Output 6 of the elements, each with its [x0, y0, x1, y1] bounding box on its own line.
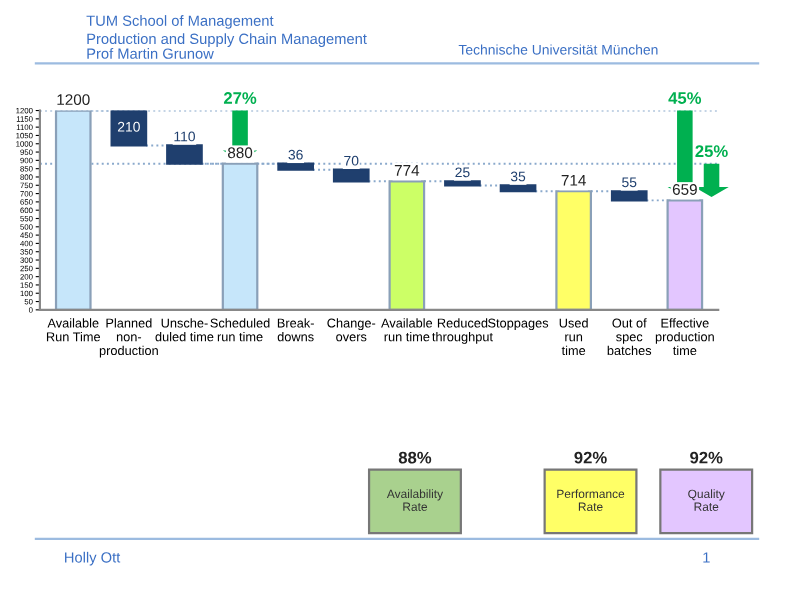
annotation: 25%: [695, 145, 728, 158]
text: 92%: [690, 451, 723, 464]
annotation: 45%: [668, 92, 702, 104]
text: 88%: [398, 451, 432, 464]
annotation: 27%: [223, 92, 257, 104]
text: 92%: [574, 451, 607, 464]
